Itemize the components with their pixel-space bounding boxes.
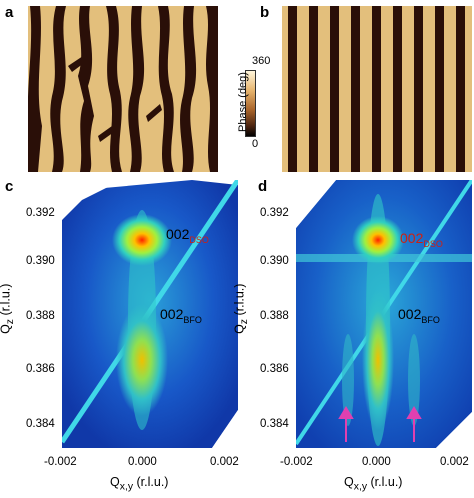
d-x-axis-title: Qx,y (r.l.u.) — [344, 475, 403, 493]
d-peak-label-bfo: 002BFO — [398, 306, 440, 325]
c-ytick-0388: 0.388 — [26, 310, 55, 322]
afm-image-b — [282, 6, 472, 172]
d-ytick-0384: 0.384 — [260, 418, 289, 430]
c-x-axis-title: Qx,y (r.l.u.) — [110, 475, 169, 493]
c-xtick-0000: 0.000 — [128, 456, 157, 468]
d-xtick-neg0002: -0.002 — [280, 456, 313, 468]
rsm-map-c — [62, 180, 238, 448]
colorbar-min-label: 0 — [252, 138, 259, 150]
d-xtick-0000: 0.000 — [362, 456, 391, 468]
panel-label-a: a — [5, 4, 14, 21]
d-peak-label-dso: 002DSO — [400, 230, 443, 249]
c-ytick-0386: 0.386 — [26, 363, 55, 375]
c-ytick-0392: 0.392 — [26, 207, 55, 219]
d-ytick-0386: 0.386 — [260, 363, 289, 375]
colorbar-title: Phase (deg) — [236, 72, 249, 132]
d-y-axis-title: Qz (r.l.u.) — [232, 283, 250, 334]
d-ytick-0390: 0.390 — [260, 255, 289, 267]
c-xtick-0002: 0.002 — [210, 456, 239, 468]
d-ytick-0392: 0.392 — [260, 207, 289, 219]
panel-label-b: b — [260, 4, 270, 21]
rsm-map-d — [296, 180, 472, 448]
panel-label-d: d — [258, 178, 268, 195]
c-y-axis-title: Qz (r.l.u.) — [0, 283, 16, 334]
d-xtick-0002: 0.002 — [440, 456, 469, 468]
colorbar-max-label: 360 — [252, 55, 271, 67]
c-peak-label-dso: 002DSO — [166, 226, 209, 245]
c-ytick-0384: 0.384 — [26, 418, 55, 430]
c-peak-label-bfo: 002BFO — [160, 306, 202, 325]
panel-label-c: c — [5, 178, 14, 195]
d-ytick-0388: 0.388 — [260, 310, 289, 322]
c-xtick-neg0002: -0.002 — [44, 456, 77, 468]
afm-image-a — [28, 6, 218, 172]
c-ytick-0390: 0.390 — [26, 255, 55, 267]
phase-colorbar — [245, 70, 256, 137]
